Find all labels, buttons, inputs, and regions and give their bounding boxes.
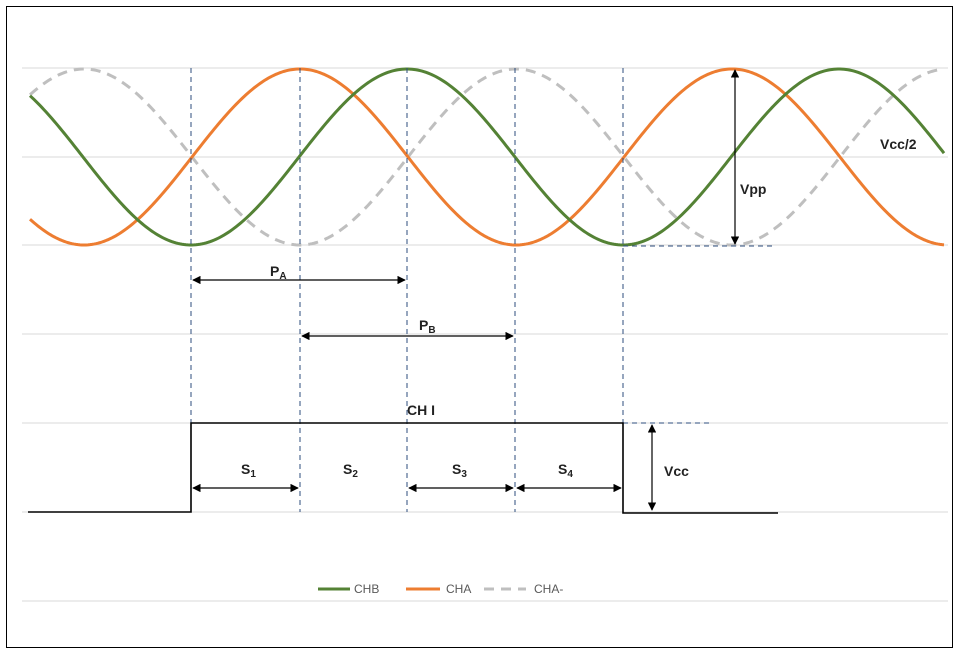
legend: CHB CHA CHA- bbox=[318, 582, 563, 596]
legend-label-chb: CHB bbox=[354, 582, 379, 596]
s3-main: S bbox=[452, 461, 461, 477]
ch1-label: CH I bbox=[407, 402, 435, 418]
s4-sub: 4 bbox=[567, 469, 573, 480]
legend-label-cha: CHA bbox=[446, 582, 471, 596]
legend-label-cha-neg: CHA- bbox=[534, 582, 563, 596]
s1-main: S bbox=[241, 461, 250, 477]
vpp-label: Vpp bbox=[740, 181, 766, 197]
s1-label: S1 bbox=[241, 461, 256, 480]
s2-sub: 2 bbox=[352, 469, 358, 480]
phase-markers bbox=[191, 68, 772, 512]
gridlines bbox=[22, 68, 948, 601]
pb-sub: B bbox=[428, 325, 435, 336]
pa-main: P bbox=[270, 263, 279, 279]
dimension-arrows bbox=[193, 70, 735, 510]
pb-label: PB bbox=[419, 317, 436, 336]
s4-label: S4 bbox=[558, 461, 573, 480]
pb-main: P bbox=[419, 317, 428, 333]
vcc-label: Vcc bbox=[664, 463, 689, 479]
s3-label: S3 bbox=[452, 461, 467, 480]
pa-label: PA bbox=[270, 263, 287, 282]
vcc-half-label: Vcc/2 bbox=[880, 136, 917, 152]
s2-main: S bbox=[343, 461, 352, 477]
s2-label: S2 bbox=[343, 461, 358, 480]
s4-main: S bbox=[558, 461, 567, 477]
pa-sub: A bbox=[279, 271, 286, 282]
s3-sub: 3 bbox=[461, 469, 467, 480]
s1-sub: 1 bbox=[250, 469, 256, 480]
